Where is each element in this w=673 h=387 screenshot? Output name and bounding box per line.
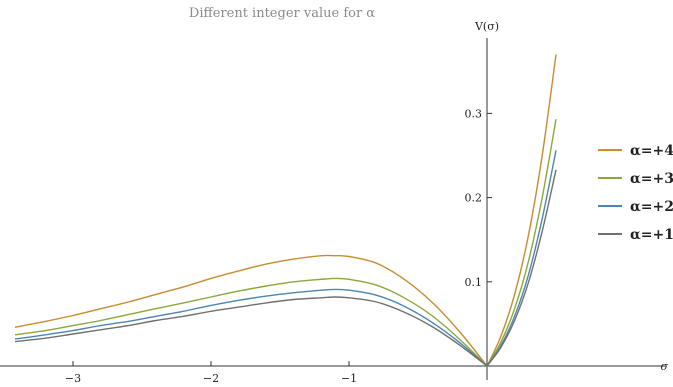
y-tick-label: 0.1 <box>465 276 483 289</box>
x-tick-label: −3 <box>65 372 81 385</box>
y-ticks: 0.1 0.2 0.3 <box>465 107 492 289</box>
legend-label: α=+4 <box>630 143 673 159</box>
y-tick-label: 0.2 <box>465 192 483 205</box>
legend-label: α=+3 <box>630 171 673 187</box>
legend-label: α=+2 <box>630 199 673 215</box>
y-tick-label: 0.3 <box>465 107 483 120</box>
y-axis-label: V(σ) <box>474 20 499 33</box>
legend: α=+4 α=+3 α=+2 α=+1 <box>598 143 673 243</box>
series-line-2 <box>14 119 557 367</box>
series-line-3 <box>14 150 557 367</box>
chart-title: Different integer value for α <box>189 6 375 21</box>
x-ticks: −3 −2 −1 <box>65 361 357 385</box>
x-tick-label: −1 <box>341 372 357 385</box>
x-tick-label: −2 <box>203 372 219 385</box>
legend-label: α=+1 <box>630 227 673 243</box>
series-line-1 <box>14 54 557 367</box>
series-line-4 <box>14 169 557 367</box>
axes: σ V(σ) <box>0 20 668 380</box>
series-lines <box>14 54 557 367</box>
x-axis-label: σ <box>660 360 668 373</box>
